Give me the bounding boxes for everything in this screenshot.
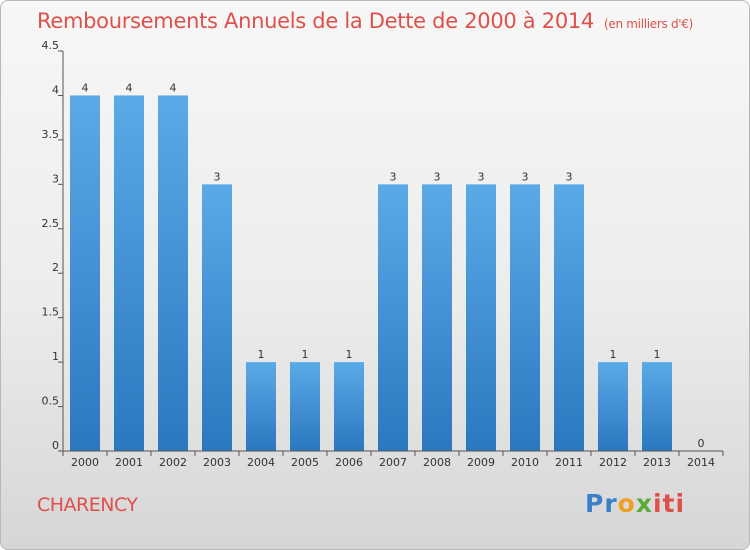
data-label: 3 xyxy=(390,170,397,183)
x-tick-label: 2003 xyxy=(203,456,231,469)
bar xyxy=(114,95,144,451)
y-tick-label: 2 xyxy=(52,261,59,274)
city-name: CHARENCY xyxy=(37,494,138,516)
data-label: 3 xyxy=(522,170,529,183)
y-tick-label: 2.5 xyxy=(42,217,60,230)
bar xyxy=(70,95,100,451)
chart-subtitle: (en milliers d'€) xyxy=(604,17,694,31)
bar xyxy=(378,184,408,452)
data-label: 4 xyxy=(170,81,177,94)
bar xyxy=(510,184,540,452)
bar xyxy=(246,362,276,451)
data-label: 3 xyxy=(434,170,441,183)
x-tick-label: 2012 xyxy=(599,456,627,469)
x-tick-label: 2014 xyxy=(687,456,715,469)
data-label: 1 xyxy=(654,348,661,361)
bar xyxy=(422,184,452,452)
logo-part-o: o xyxy=(617,489,636,518)
y-tick-label: 1 xyxy=(52,350,59,363)
x-tick-label: 2009 xyxy=(467,456,495,469)
proxiti-logo: Proxiti xyxy=(585,489,685,518)
bar xyxy=(598,362,628,451)
data-label: 4 xyxy=(82,81,89,94)
x-tick-label: 2013 xyxy=(643,456,671,469)
bar xyxy=(202,184,232,452)
data-label: 1 xyxy=(302,348,309,361)
x-tick-label: 2008 xyxy=(423,456,451,469)
bar xyxy=(554,184,584,452)
data-label: 1 xyxy=(610,348,617,361)
y-tick-label: 4 xyxy=(52,83,59,96)
logo-part-pr: Pr xyxy=(585,489,618,518)
y-tick-label: 4.5 xyxy=(42,39,60,52)
x-tick-label: 2005 xyxy=(291,456,319,469)
y-tick-label: 0 xyxy=(52,439,59,452)
bar xyxy=(466,184,496,452)
y-tick-label: 3 xyxy=(52,172,59,185)
bar xyxy=(290,362,320,451)
x-tick-label: 2000 xyxy=(71,456,99,469)
y-tick-label: 3.5 xyxy=(42,128,60,141)
y-tick-label: 1.5 xyxy=(42,306,60,319)
x-tick-label: 2002 xyxy=(159,456,187,469)
data-label: 1 xyxy=(346,348,353,361)
x-tick-label: 2007 xyxy=(379,456,407,469)
data-label: 4 xyxy=(126,81,133,94)
chart-title-text: Remboursements Annuels de la Dette de 20… xyxy=(37,9,594,33)
data-label: 3 xyxy=(566,170,573,183)
y-tick-label: 0.5 xyxy=(42,395,60,408)
logo-part-iti: iti xyxy=(652,489,686,518)
x-tick-label: 2006 xyxy=(335,456,363,469)
x-tick-label: 2010 xyxy=(511,456,539,469)
logo-part-x: x xyxy=(635,489,653,518)
x-tick-label: 2004 xyxy=(247,456,275,469)
data-label: 3 xyxy=(478,170,485,183)
data-label: 3 xyxy=(214,170,221,183)
chart-title: Remboursements Annuels de la Dette de 20… xyxy=(37,9,693,33)
data-label: 1 xyxy=(258,348,265,361)
bar xyxy=(642,362,672,451)
bar xyxy=(334,362,364,451)
x-tick-label: 2001 xyxy=(115,456,143,469)
data-label: 0 xyxy=(698,437,705,450)
bar xyxy=(158,95,188,451)
x-tick-label: 2011 xyxy=(555,456,583,469)
